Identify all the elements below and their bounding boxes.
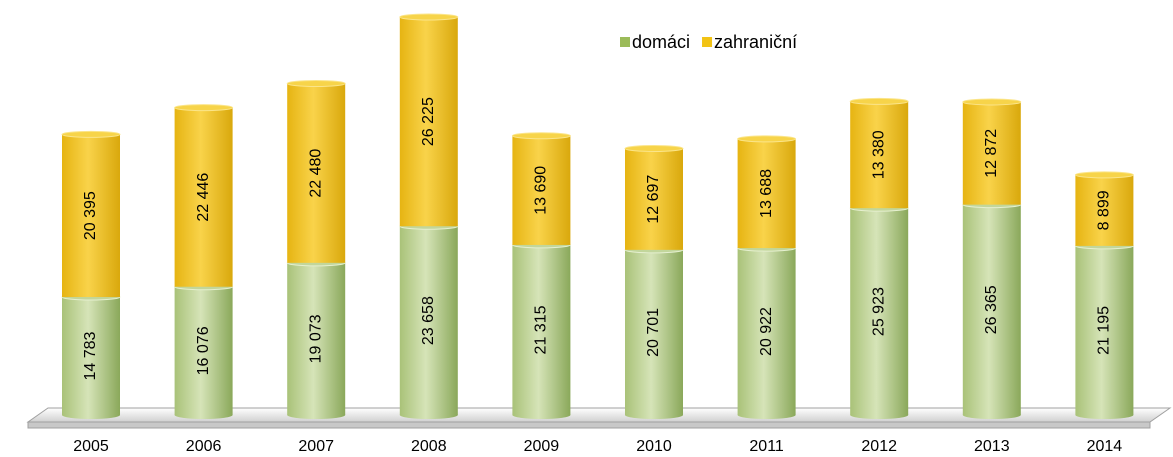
bar-segment — [850, 208, 909, 415]
x-tick-label: 2009 — [524, 438, 560, 455]
x-tick-label: 2010 — [636, 438, 672, 455]
value-label: 20 701 — [645, 308, 662, 357]
floor-edge — [27, 421, 1151, 429]
x-tick-label: 2012 — [861, 438, 897, 455]
value-label: 12 697 — [645, 175, 662, 224]
bar-segment — [62, 134, 120, 298]
x-tick-label: 2006 — [186, 438, 222, 455]
value-label: 21 315 — [533, 305, 550, 354]
bar-segment — [174, 107, 233, 287]
value-label: 16 076 — [195, 326, 212, 375]
x-tick-label: 2011 — [749, 438, 784, 455]
bar-segment — [962, 204, 1021, 415]
value-label: 19 073 — [307, 314, 324, 363]
value-label: 13 690 — [533, 166, 550, 215]
bar-top — [61, 130, 121, 138]
bar-segment — [174, 286, 233, 415]
value-label: 13 688 — [758, 169, 775, 218]
value-label: 12 872 — [983, 129, 1000, 178]
bar-top — [174, 104, 234, 112]
bar-segment — [512, 135, 571, 245]
bar-top — [286, 79, 346, 87]
x-tick-label: 2007 — [298, 438, 334, 455]
value-label: 13 380 — [870, 130, 887, 179]
bar-top — [624, 145, 684, 153]
value-label: 20 395 — [82, 191, 99, 240]
bar-top — [1074, 171, 1134, 179]
bar-segment — [1075, 245, 1134, 415]
legend-swatch — [702, 37, 713, 47]
value-label: 22 480 — [307, 149, 324, 198]
x-tick-label: 2005 — [73, 438, 109, 455]
legend-label: zahraniční — [714, 32, 797, 52]
x-tick-label: 2014 — [1087, 438, 1123, 455]
bar-segment — [625, 249, 683, 415]
bar-segment — [625, 148, 683, 250]
x-tick-label: 2013 — [974, 438, 1010, 455]
bar-top — [962, 98, 1022, 106]
bar-top — [399, 13, 459, 21]
value-label: 14 783 — [82, 331, 99, 380]
bar-segment — [962, 101, 1021, 205]
bar-top — [737, 135, 797, 143]
bar-segment — [399, 17, 458, 227]
value-label: 8 899 — [1096, 190, 1113, 230]
bar-segment — [287, 262, 346, 415]
value-label: 20 922 — [758, 307, 775, 356]
x-tick-label: 2008 — [411, 438, 447, 455]
value-label: 26 365 — [983, 285, 1000, 334]
bar-segment — [1075, 174, 1134, 246]
bar-segment — [287, 83, 346, 263]
bar-segment — [399, 226, 458, 415]
legend-label: domáci — [632, 32, 690, 52]
bar-segment — [737, 248, 796, 415]
value-label: 21 195 — [1096, 306, 1113, 355]
value-label: 23 658 — [420, 296, 437, 345]
legend-swatch — [620, 37, 630, 47]
value-label: 26 225 — [420, 97, 437, 146]
value-label: 25 923 — [870, 287, 887, 336]
bar-top — [849, 97, 909, 105]
bar-segment — [62, 297, 120, 415]
value-label: 22 446 — [195, 173, 212, 222]
bar-top — [511, 132, 571, 140]
bar-segment — [850, 101, 909, 209]
bar-segment — [512, 244, 571, 415]
bar-segment — [737, 138, 796, 249]
